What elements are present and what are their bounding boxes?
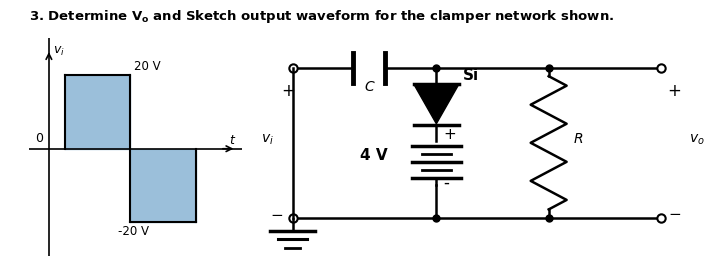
Text: 0: 0 <box>35 132 43 145</box>
Text: +: + <box>667 82 682 100</box>
Text: C: C <box>364 80 374 94</box>
Text: R: R <box>573 132 583 146</box>
Text: −: − <box>270 208 283 223</box>
Text: +: + <box>281 82 295 100</box>
Text: Si: Si <box>463 68 479 83</box>
Text: 4 V: 4 V <box>360 149 388 163</box>
Polygon shape <box>414 84 459 124</box>
Text: +: + <box>443 127 456 142</box>
Text: 20 V: 20 V <box>135 60 161 73</box>
Text: $v_i$: $v_i$ <box>262 133 275 147</box>
Text: $v_o$: $v_o$ <box>689 133 704 147</box>
Text: -: - <box>443 173 449 191</box>
Text: $v_i$: $v_i$ <box>53 45 65 58</box>
Text: −: − <box>668 207 681 222</box>
Text: $t$: $t$ <box>229 134 236 147</box>
Text: -20 V: -20 V <box>118 225 149 238</box>
Text: 3. Determine $\mathbf{V_o}$ and Sketch output waveform for the clamper network s: 3. Determine $\mathbf{V_o}$ and Sketch o… <box>29 8 614 25</box>
